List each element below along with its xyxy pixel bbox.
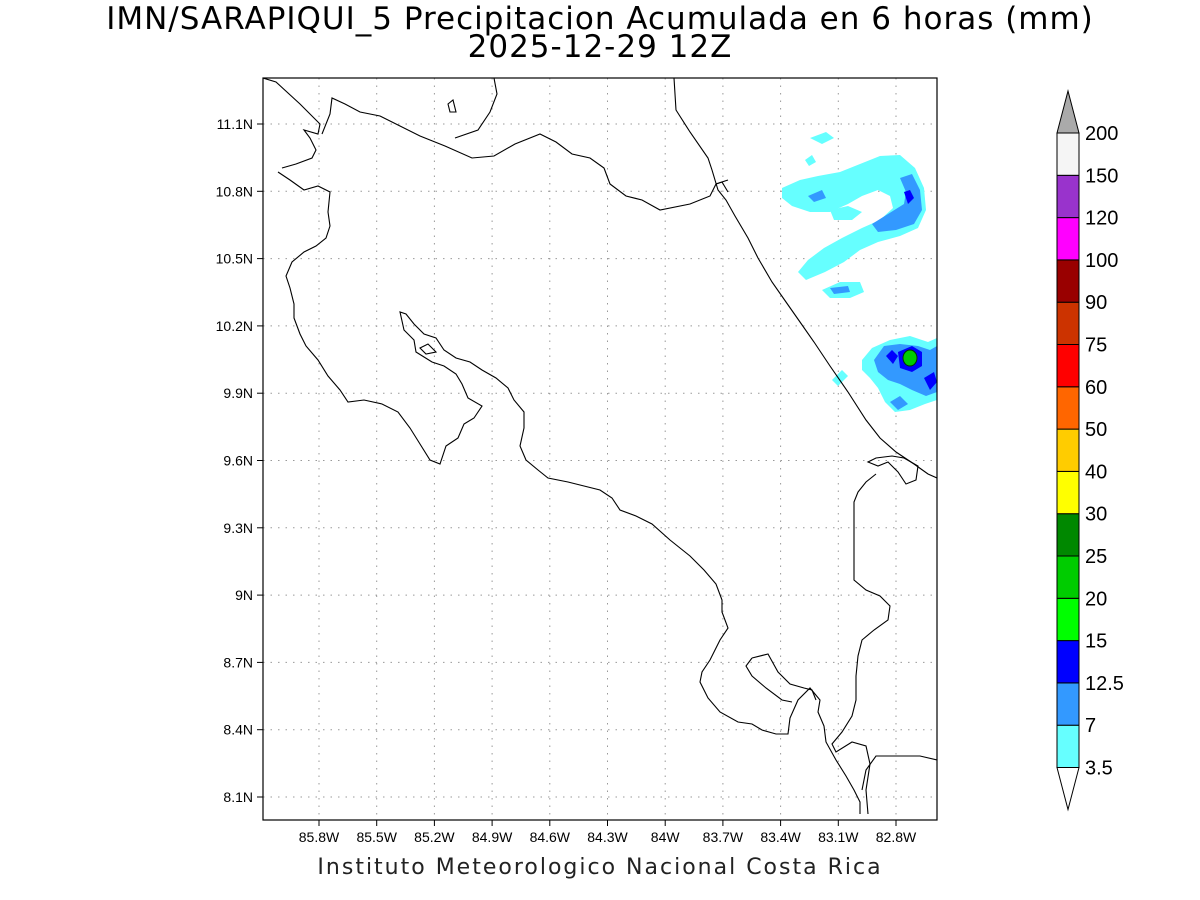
precip-area-heavy — [886, 350, 898, 364]
colorbar-segment — [1056, 513, 1080, 557]
y-tick-label: 9N — [235, 587, 253, 603]
panama-coast — [861, 755, 937, 791]
x-tick-label: 83.4W — [760, 829, 801, 845]
y-tick-label: 10.5N — [216, 251, 253, 267]
colorbar-label: 15 — [1085, 631, 1107, 653]
country-border-south — [866, 455, 919, 485]
colorbar-label: 150 — [1085, 165, 1118, 187]
osa-peninsula-inner — [745, 657, 793, 703]
map-datetime: 2025-12-29 12Z — [467, 29, 733, 65]
precip-area-very-heavy — [902, 349, 918, 367]
coastlines-and-borders — [263, 78, 937, 815]
precip-area-moderate — [890, 396, 908, 410]
y-tick-label: 9.6N — [223, 453, 253, 469]
colorbar-label: 200 — [1085, 123, 1118, 145]
colorbar-label: 20 — [1085, 588, 1107, 610]
y-tick-label: 11.1N — [217, 116, 253, 132]
colorbar-label: 120 — [1085, 208, 1118, 230]
x-tick-label: 85.2W — [414, 829, 455, 845]
colorbar-min-triangle — [1056, 767, 1080, 812]
precip-area-light — [810, 132, 834, 144]
colorbar-label: 12.5 — [1085, 673, 1124, 695]
colorbar-label: 3.5 — [1085, 758, 1113, 780]
colorbar-label: 60 — [1085, 377, 1107, 399]
y-tick-label: 8.4N — [223, 722, 253, 738]
colorbar-segment — [1056, 132, 1080, 176]
colorbar-label: 50 — [1085, 419, 1107, 441]
y-tick-label: 9.9N — [223, 385, 253, 401]
x-tick-label: 84.6W — [530, 829, 571, 845]
nicaragua-coast — [321, 97, 729, 211]
precip-area-light — [805, 155, 816, 166]
y-axis: 11.1N 10.8N 10.5N 10.2N 9.9N 9.6N 9.3N 9N 8.7N 8.… — [216, 116, 263, 805]
colorbar-segment — [1056, 301, 1080, 346]
x-tick-label: 84.3W — [587, 829, 628, 845]
colorbar-label: 75 — [1085, 335, 1107, 357]
pacific-coast-north — [277, 171, 861, 814]
precip-area-heavy — [904, 190, 914, 204]
colorbar: 3.5 7 12.5 15 20 25 30 40 50 60 75 90 100 120 150 200 — [1056, 89, 1124, 812]
y-tick-label: 8.1N — [223, 789, 253, 805]
nicaragua-lake-coast — [454, 78, 498, 139]
colorbar-segment — [1056, 386, 1080, 430]
panama-cut — [715, 181, 729, 193]
y-tick-label: 10.8N — [216, 183, 253, 199]
colorbar-segment — [1056, 640, 1080, 684]
x-axis: 85.8W 85.5W 85.2W 84.9W 84.6W 84.3W 84W 83.7W 83… — [299, 820, 917, 845]
precip-area-light — [782, 155, 926, 280]
colorbar-segment — [1056, 682, 1080, 726]
country-border-north — [263, 78, 321, 169]
caribbean-coast — [673, 78, 937, 479]
colorbar-label: 100 — [1085, 250, 1118, 272]
colorbar-segment — [1056, 344, 1080, 388]
map-title: IMN/SARAPIQUI_5 Precipitacion Acumulada … — [106, 1, 1094, 37]
precip-area-moderate — [808, 190, 826, 202]
precip-area-moderate — [830, 286, 850, 294]
precip-area-light — [832, 370, 848, 386]
precip-area-light — [830, 206, 862, 220]
x-tick-label: 84W — [651, 829, 681, 845]
x-tick-label: 85.8W — [299, 829, 340, 845]
colorbar-label: 30 — [1085, 504, 1107, 526]
x-tick-label: 82.8W — [876, 829, 917, 845]
precipitation-areas — [782, 132, 937, 412]
y-tick-label: 10.2N — [216, 318, 253, 334]
island-gulf-nicoya — [419, 343, 438, 355]
panama-border — [831, 473, 891, 815]
y-tick-label: 8.7N — [223, 654, 253, 670]
x-tick-label: 83.7W — [703, 829, 744, 845]
colorbar-segment — [1056, 217, 1080, 261]
precip-area-heavy — [924, 372, 937, 390]
precip-area-moderate — [872, 174, 922, 232]
colorbar-segment — [1056, 555, 1080, 599]
x-tick-label: 83.1W — [818, 829, 859, 845]
colorbar-label: 90 — [1085, 292, 1107, 314]
colorbar-segment — [1056, 597, 1080, 642]
colorbar-segment — [1056, 428, 1080, 472]
island-small — [447, 99, 457, 113]
colorbar-segment — [1056, 724, 1080, 769]
osa-peninsula — [751, 653, 817, 701]
map-frame — [262, 77, 938, 821]
colorbar-segment — [1056, 174, 1080, 219]
colorbar-label: 40 — [1085, 461, 1107, 483]
x-tick-label: 84.9W — [472, 829, 513, 845]
colorbar-segment — [1056, 470, 1080, 515]
colorbar-label: 7 — [1085, 715, 1096, 737]
colorbar-max-triangle — [1056, 89, 1080, 134]
colorbar-label: 25 — [1085, 546, 1107, 568]
footer-credit: Instituto Meteorologico Nacional Costa R… — [317, 855, 883, 880]
y-tick-label: 9.3N — [223, 520, 253, 536]
colorbar-segment — [1056, 259, 1080, 303]
x-tick-label: 85.5W — [356, 829, 397, 845]
